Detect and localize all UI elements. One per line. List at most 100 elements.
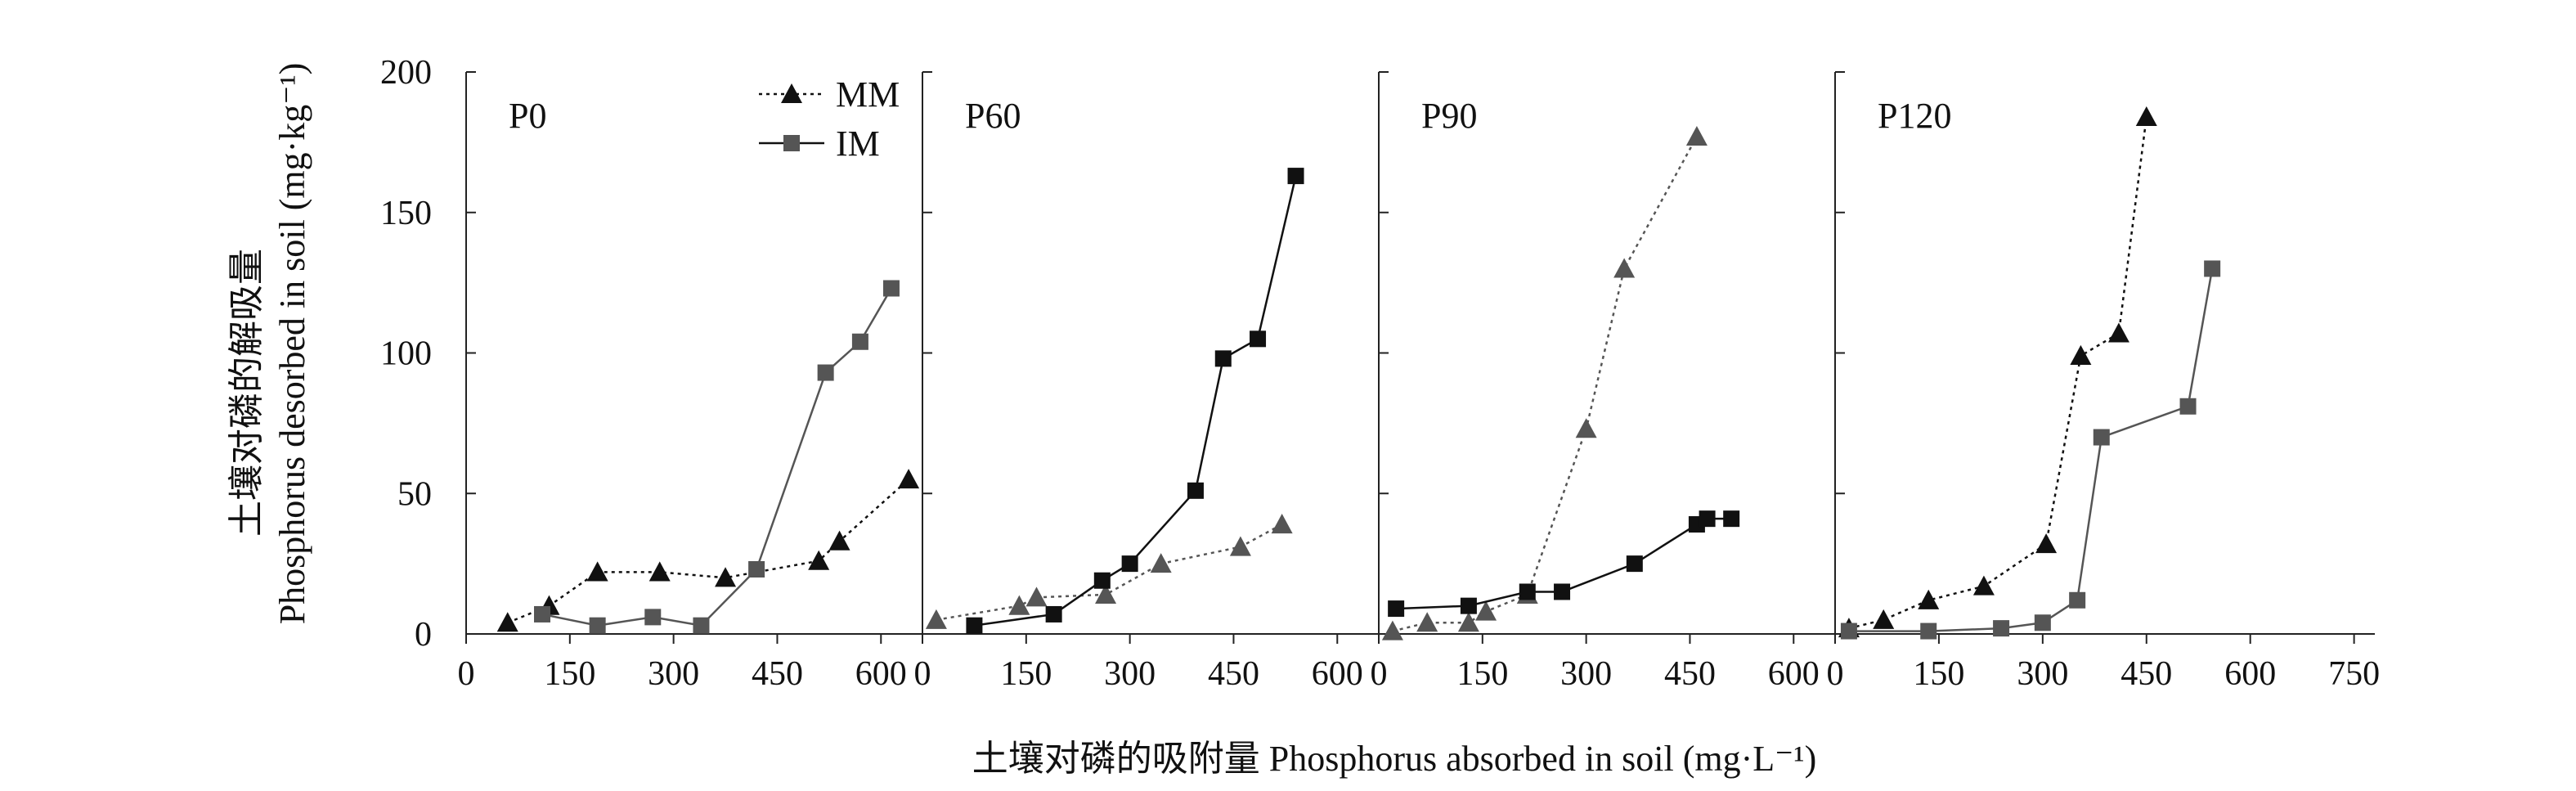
triangle-marker (1416, 612, 1438, 632)
x-tick-label: 600 (2224, 655, 2276, 693)
triangle-marker (1475, 600, 1497, 621)
square-marker (1388, 600, 1405, 618)
series-im (966, 168, 1304, 634)
series-im (1388, 510, 1740, 618)
x-tick-label: 450 (752, 655, 803, 693)
square-marker (1554, 583, 1571, 600)
y-axis-title-english: Phosphorus desorbed in soil (mg·kg⁻¹) (272, 63, 312, 625)
triangle-marker (1873, 609, 1895, 629)
x-tick-label: 450 (1664, 655, 1716, 693)
square-marker (1993, 620, 2010, 637)
panel-p120: 0 150 300 450 600 750 P120 (1827, 71, 2380, 693)
triangle-marker (1025, 587, 1048, 607)
triangle-marker (586, 561, 608, 582)
triangle-marker (828, 530, 850, 551)
x-tick-label: 600 (1312, 655, 1363, 693)
triangle-marker (1575, 418, 1597, 438)
y-tick-label: 150 (380, 195, 432, 232)
x-tick-label: 300 (1560, 655, 1612, 693)
x-axis-title: 土壤对磷的吸附量 Phosphorus absorbed in soil (mg… (972, 739, 1816, 779)
square-marker (783, 135, 800, 151)
triangle-marker (898, 469, 920, 489)
legend-label: IM (836, 124, 880, 164)
square-marker (2204, 260, 2221, 277)
square-marker (851, 333, 868, 350)
series-line (507, 479, 909, 624)
panel-title: P90 (1421, 96, 1477, 136)
x-tick-label: 0 (458, 655, 475, 693)
triangle-marker (1685, 126, 1708, 146)
x-tick-label: 150 (1000, 655, 1052, 693)
triangle-marker (2107, 322, 2129, 343)
triangle-marker (648, 561, 671, 582)
triangle-marker (781, 83, 802, 104)
series-line (1392, 136, 1699, 632)
series-line (1848, 268, 2214, 632)
x-tick-label: 600 (1768, 655, 1820, 693)
panel-p90: 0 150 300 450 600 P90 (1371, 71, 1835, 693)
square-marker (644, 609, 662, 626)
legend: MM IM (759, 74, 900, 164)
legend-label: MM (836, 74, 900, 115)
square-marker (589, 617, 606, 634)
square-marker (1840, 622, 1857, 640)
y-axis: 0 50 100 150 200 (380, 54, 476, 654)
square-marker (1121, 555, 1138, 573)
x-tick-label: 300 (2017, 655, 2068, 693)
square-marker (1723, 510, 1740, 528)
series-mm (1381, 126, 1708, 640)
y-tick-label: 100 (380, 335, 432, 373)
panel-p0: 0 150 300 450 600 P0 (458, 96, 922, 693)
series-im (1840, 260, 2221, 640)
triangle-marker (496, 612, 518, 632)
panel-title: P120 (1878, 96, 1951, 136)
square-marker (1519, 583, 1536, 600)
series-line (936, 523, 1283, 622)
triangle-marker (1381, 620, 1403, 640)
legend-entry-mm: MM (759, 74, 900, 115)
x-tick-label: 300 (1104, 655, 1156, 693)
triangle-marker (1918, 589, 1940, 609)
panel-p60: 0 150 300 450 600 P60 (914, 71, 1379, 693)
triangle-marker (2070, 344, 2092, 365)
square-marker (817, 364, 834, 381)
x-tick-label: 150 (544, 655, 595, 693)
square-marker (2093, 429, 2110, 446)
triangle-marker (1457, 612, 1479, 632)
y-tick-label: 0 (415, 616, 432, 654)
y-tick-label: 200 (380, 54, 432, 92)
square-marker (1045, 605, 1062, 622)
triangle-marker (1229, 536, 1251, 556)
square-marker (1699, 510, 1716, 528)
x-tick-label: 450 (2120, 655, 2172, 693)
x-tick-label: 450 (1208, 655, 1259, 693)
panel-title: P0 (509, 96, 546, 136)
square-marker (748, 560, 765, 578)
x-tick-label: 0 (1371, 655, 1388, 693)
triangle-marker (808, 550, 830, 570)
square-marker (534, 605, 550, 622)
square-marker (693, 617, 710, 634)
series-mm (496, 469, 920, 632)
y-tick-label: 50 (397, 475, 432, 513)
triangle-marker (2035, 533, 2058, 554)
x-tick-label: 0 (914, 655, 931, 693)
square-marker (1214, 350, 1232, 367)
square-marker (966, 617, 983, 634)
series-mm (925, 514, 1293, 629)
square-marker (1460, 597, 1477, 614)
square-marker (882, 280, 900, 297)
triangle-marker (2135, 106, 2157, 127)
triangle-marker (1271, 514, 1293, 534)
square-marker (1920, 622, 1937, 640)
square-marker (2179, 398, 2197, 415)
triangle-marker (1972, 575, 1995, 595)
y-axis-title-chinese: 土壤对磷的解吸量 (227, 249, 267, 537)
series-line (1848, 116, 2148, 630)
square-marker (2069, 591, 2086, 609)
triangle-marker (925, 609, 947, 629)
triangle-marker (1613, 258, 1636, 278)
triangle-marker (715, 567, 737, 587)
square-marker (1626, 555, 1643, 573)
